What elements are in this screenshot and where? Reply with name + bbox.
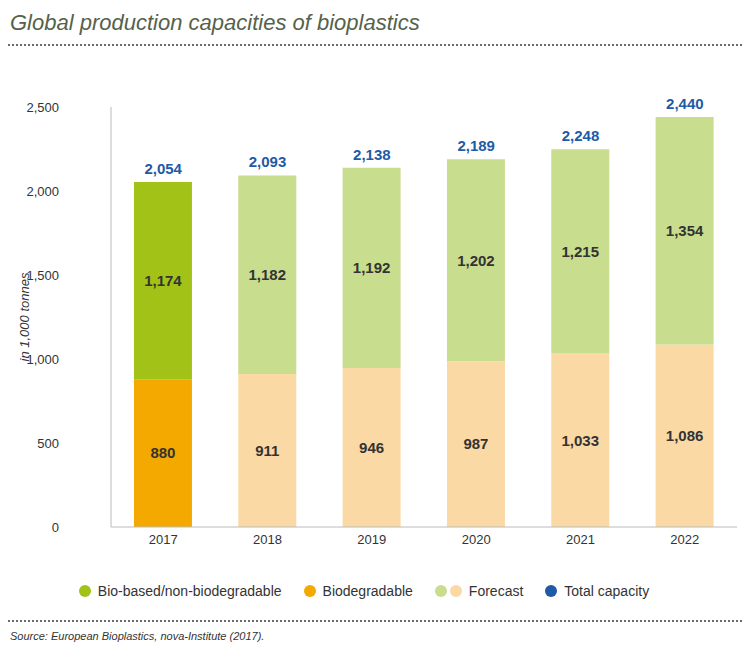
- html-text:Total capacity: Total capacity: [564, 583, 650, 599]
- svg-text:2,093: 2,093: [249, 153, 287, 170]
- svg-text:0: 0: [52, 520, 59, 535]
- svg-text:2019: 2019: [357, 532, 386, 547]
- svg-text:2020: 2020: [462, 532, 491, 547]
- svg-text:1,182: 1,182: [249, 266, 287, 283]
- svg-text:987: 987: [463, 435, 488, 452]
- svg-text:2018: 2018: [253, 532, 282, 547]
- svg-text:2021: 2021: [566, 532, 595, 547]
- svg-text:1,033: 1,033: [562, 432, 600, 449]
- svg-text:1,174: 1,174: [144, 272, 182, 289]
- svg-text:1,500: 1,500: [26, 267, 59, 283]
- svg-text:1,086: 1,086: [666, 427, 704, 444]
- svg-text:1,192: 1,192: [353, 259, 391, 276]
- html-text:Forecast: Forecast: [468, 583, 524, 599]
- svg-text:1,000: 1,000: [26, 351, 59, 367]
- html-text:Bio-based/non-biodegradable: Bio-based/non-biodegradable: [97, 583, 282, 599]
- svg-text:2,054: 2,054: [144, 160, 182, 177]
- svg-text:2,138: 2,138: [353, 146, 391, 163]
- html-text:Biodegradable: Biodegradable: [322, 583, 413, 599]
- svg-text:2,440: 2,440: [666, 95, 704, 112]
- svg-text:1,354: 1,354: [666, 222, 704, 239]
- html-text:Source: European Bioplastics,: Source: European Bioplastics, nova-Insti…: [10, 630, 265, 642]
- html-text:Global production capacities o: Global production capacities of bioplast…: [10, 10, 420, 35]
- svg-text:2,000: 2,000: [26, 184, 59, 199]
- svg-text:946: 946: [359, 439, 384, 456]
- svg-text:2022: 2022: [670, 532, 699, 547]
- svg-text:2017: 2017: [149, 532, 178, 547]
- svg-text:1,202: 1,202: [457, 252, 495, 269]
- svg-text:in 1,000 tonnes: in 1,000 tonnes: [17, 272, 32, 361]
- svg-text:880: 880: [150, 444, 175, 461]
- svg-text:2,500: 2,500: [26, 100, 59, 115]
- svg-text:500: 500: [37, 436, 59, 451]
- svg-text:2,189: 2,189: [457, 137, 495, 154]
- svg-text:911: 911: [255, 442, 279, 459]
- svg-text:1,215: 1,215: [562, 243, 600, 260]
- svg-text:2,248: 2,248: [562, 127, 600, 144]
